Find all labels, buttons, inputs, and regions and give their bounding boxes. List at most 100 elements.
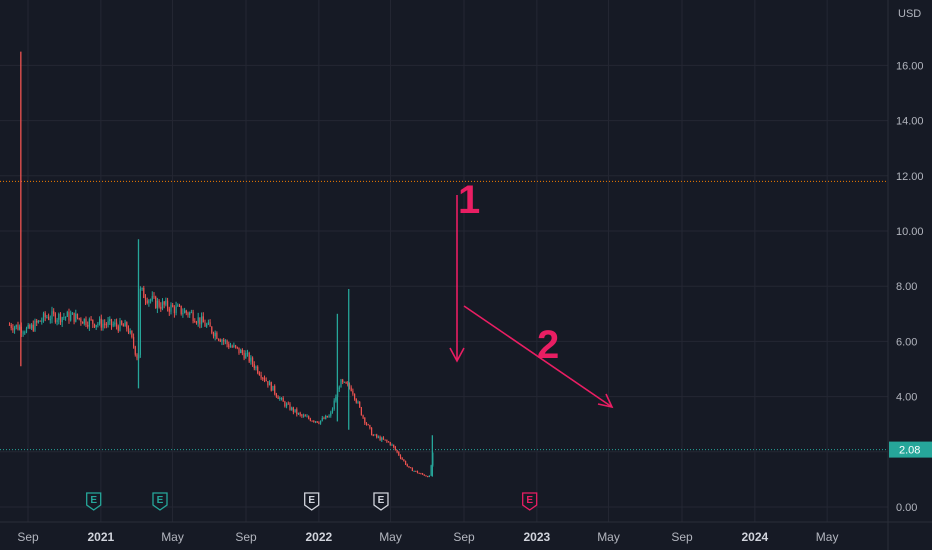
candle-body — [282, 397, 284, 402]
candle-body — [209, 322, 211, 327]
candle-body — [393, 444, 395, 448]
candle-body — [308, 416, 310, 419]
candle-body — [66, 312, 68, 317]
x-tick-label: Sep — [453, 530, 475, 544]
candle-body — [323, 417, 325, 419]
candle-body — [377, 436, 379, 438]
candle-body — [376, 434, 378, 438]
earnings-marker-icon — [373, 492, 389, 511]
candle-body — [353, 393, 356, 400]
candle-body — [416, 471, 419, 473]
candle-body — [359, 401, 361, 408]
candle-body — [299, 413, 301, 415]
candle-body — [245, 353, 247, 359]
candle-body — [221, 340, 223, 342]
candle-body — [170, 304, 172, 312]
candle-body — [360, 407, 362, 416]
candle-body — [381, 437, 383, 441]
candle-body — [75, 313, 77, 322]
candle-body — [180, 305, 182, 314]
earnings-marker-label: E — [378, 495, 385, 506]
candle-body — [19, 326, 21, 330]
candle-body — [309, 418, 311, 421]
candle-body — [112, 324, 114, 326]
candle-body — [41, 320, 43, 322]
candle-body — [328, 415, 330, 418]
candle-body — [199, 317, 201, 325]
candle-body — [168, 308, 170, 312]
candle-body — [382, 437, 385, 440]
last-price-label: 2.08 — [899, 445, 920, 457]
candle-body — [260, 375, 262, 378]
arrow-2-head — [597, 393, 614, 409]
annotation-label: 1 — [458, 178, 480, 222]
candle-body — [342, 379, 344, 383]
candle-body — [292, 407, 294, 413]
x-tick-label: May — [597, 530, 620, 544]
candle-body — [297, 413, 300, 415]
candle-body — [156, 300, 158, 309]
candle-body — [430, 465, 432, 476]
annotations[interactable]: 12 — [449, 178, 614, 409]
candle-body — [114, 322, 116, 325]
candle-body — [289, 403, 291, 410]
candle-body — [32, 324, 34, 331]
candle-body — [175, 306, 177, 314]
candle-body — [30, 324, 33, 329]
y-tick-label: 6.00 — [896, 336, 917, 348]
candle-body — [183, 310, 186, 314]
candle-body — [71, 312, 73, 315]
candle-body — [331, 408, 334, 413]
candle-body — [144, 297, 147, 301]
candle-body — [119, 320, 121, 331]
candle-body — [370, 427, 373, 436]
y-tick-label: 8.00 — [896, 281, 917, 293]
candle-body — [93, 323, 96, 328]
candle-body — [319, 420, 322, 424]
candle-body — [404, 461, 407, 465]
earnings-marker-icon — [522, 492, 538, 511]
candle-body — [158, 300, 160, 307]
candle-body — [284, 401, 286, 407]
candle-body — [421, 473, 424, 475]
candle-body — [149, 299, 152, 301]
x-axis: Sep 2021 May Sep 2022 May Sep 2023 May Sep 2024 May — [17, 530, 838, 544]
candle-body — [285, 403, 288, 407]
candle-body — [413, 470, 415, 472]
candle-body — [228, 344, 230, 348]
candle-body — [263, 377, 266, 381]
candle-body — [398, 452, 400, 456]
candle-body — [338, 387, 340, 389]
candle-body — [333, 400, 335, 409]
candle-body — [330, 412, 332, 416]
x-tick-label: 2024 — [742, 530, 769, 544]
candle-body — [280, 397, 283, 399]
candle-body — [178, 305, 181, 307]
candle-body — [85, 318, 87, 325]
candle-body — [190, 312, 192, 314]
candle-body — [234, 345, 237, 347]
candle-body — [63, 317, 65, 319]
candle-body — [410, 467, 412, 469]
candle-body — [379, 436, 381, 441]
earnings-marker-label: E — [308, 495, 315, 506]
candle-body — [277, 396, 279, 399]
x-tick-label: May — [379, 530, 402, 544]
horizontal-levels — [0, 180, 888, 451]
candle-body — [13, 327, 16, 331]
candle-body — [97, 323, 99, 325]
candle-body — [265, 380, 267, 382]
candle-body — [194, 321, 196, 323]
earnings-marker-label: E — [90, 495, 97, 506]
candle-body — [172, 304, 174, 308]
x-tick-label: Sep — [17, 530, 39, 544]
candle-body — [279, 398, 281, 400]
candle-body — [207, 322, 209, 325]
candle-body — [296, 409, 298, 415]
candle-body — [78, 318, 80, 320]
candle-body — [25, 327, 28, 333]
candle-body — [316, 421, 318, 423]
